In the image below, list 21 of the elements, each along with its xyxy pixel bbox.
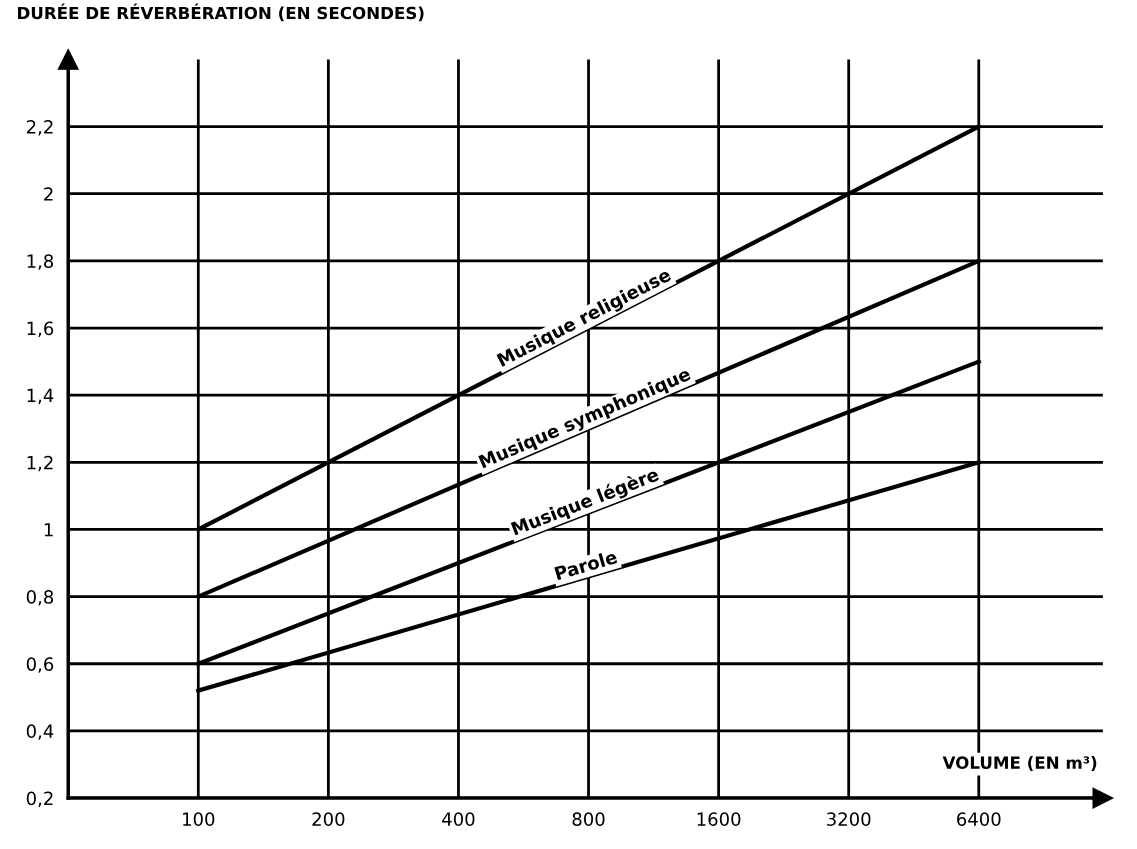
y-tick-label: 1 bbox=[44, 523, 53, 537]
y-tick-label: 1,6 bbox=[27, 321, 54, 337]
x-tick-label: 400 bbox=[442, 812, 475, 826]
y-axis-title: DURÉE DE RÉVERBÉRATION (EN SECONDES) bbox=[18, 3, 424, 22]
y-tick-label: 0,4 bbox=[26, 724, 54, 740]
y-tick-label: 0,6 bbox=[26, 657, 54, 673]
y-tick-label: 0,2 bbox=[26, 791, 53, 808]
y-tick-label: 2,2 bbox=[26, 120, 53, 136]
x-tick-label: 6400 bbox=[957, 812, 1001, 826]
x-tick-label: 100 bbox=[183, 812, 215, 826]
text: Parole bbox=[554, 549, 618, 581]
y-tick-label: 1,4 bbox=[27, 388, 54, 405]
x-tick-label: 200 bbox=[312, 812, 345, 826]
x-tick-label: 1600 bbox=[697, 812, 741, 826]
x-tick-label: 800 bbox=[572, 812, 605, 826]
y-tick-label: 2 bbox=[44, 187, 53, 201]
y-tick-label: 0,8 bbox=[26, 590, 54, 606]
y-tick-label: 1,8 bbox=[27, 254, 54, 270]
x-tick-label: 3200 bbox=[827, 812, 871, 826]
y-tick-label: 1,2 bbox=[27, 455, 53, 472]
x-axis-title: VOLUME (EN m³) bbox=[942, 756, 1097, 771]
